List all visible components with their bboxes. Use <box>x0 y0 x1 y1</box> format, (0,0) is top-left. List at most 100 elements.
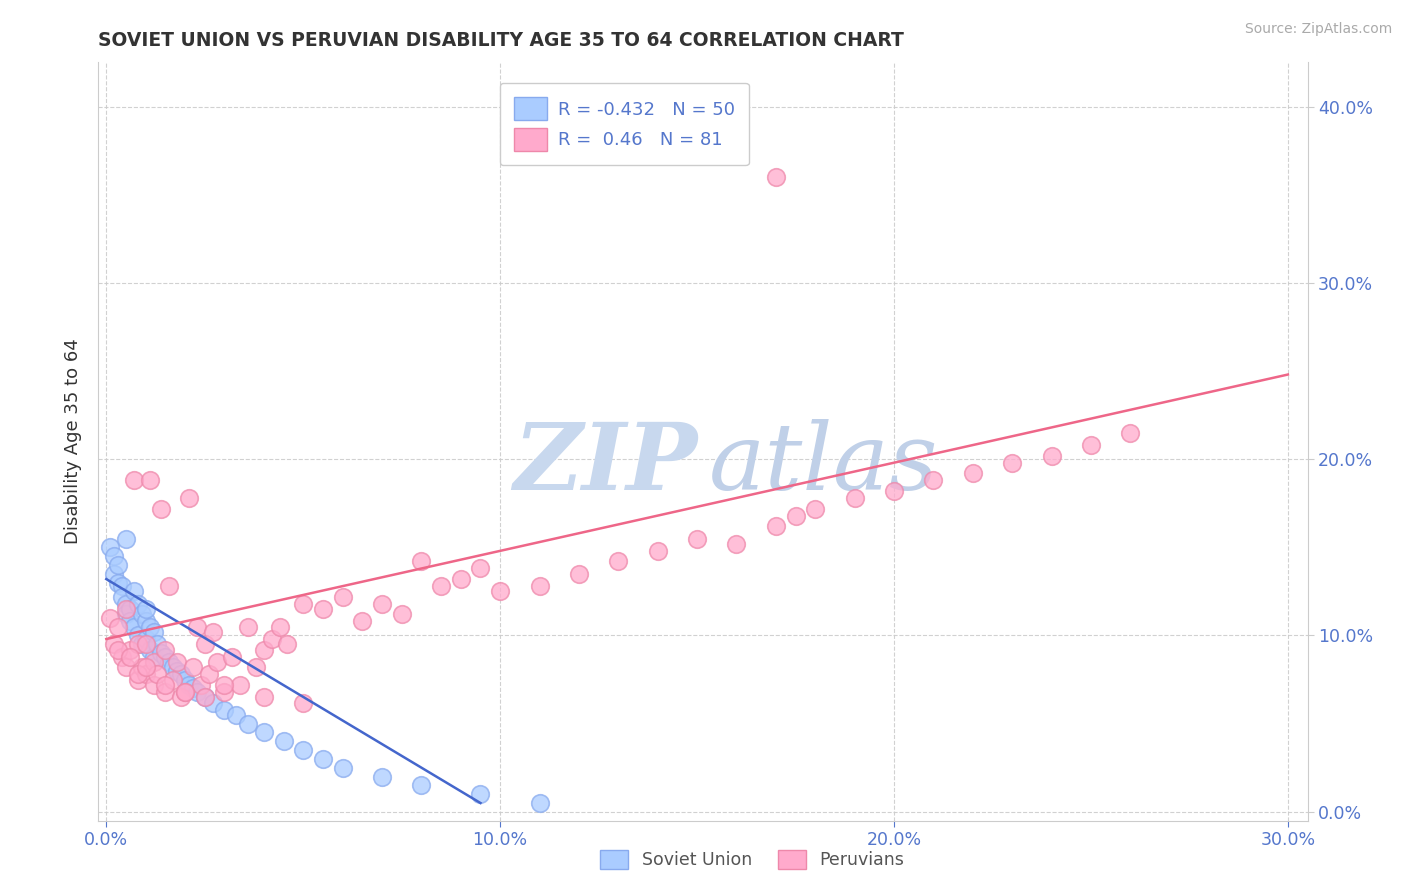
Point <box>155 649 177 664</box>
Point <box>166 655 188 669</box>
Point <box>765 169 787 184</box>
Point <box>804 501 827 516</box>
Point <box>174 685 197 699</box>
Point <box>135 660 157 674</box>
Point <box>1119 425 1142 440</box>
Point <box>122 620 145 634</box>
Point <box>155 685 177 699</box>
Point <box>107 642 129 657</box>
Point <box>122 584 145 599</box>
Point <box>170 667 193 681</box>
Point <box>103 566 125 581</box>
Point <box>111 590 134 604</box>
Point <box>225 707 247 722</box>
Point <box>229 678 252 692</box>
Point <box>371 597 394 611</box>
Point <box>332 761 354 775</box>
Point <box>292 696 315 710</box>
Point <box>352 615 374 629</box>
Point <box>98 611 121 625</box>
Point <box>253 725 276 739</box>
Point <box>162 660 184 674</box>
Point <box>201 696 224 710</box>
Point <box>186 685 208 699</box>
Point <box>138 620 160 634</box>
Point <box>214 678 236 692</box>
Point <box>157 579 180 593</box>
Point <box>98 541 121 555</box>
Point <box>430 579 453 593</box>
Point <box>214 685 236 699</box>
Point <box>197 667 219 681</box>
Point <box>883 483 905 498</box>
Point <box>107 558 129 572</box>
Point <box>292 597 315 611</box>
Point <box>273 734 295 748</box>
Point <box>844 491 866 505</box>
Point <box>568 566 591 581</box>
Point <box>150 646 173 660</box>
Point <box>146 667 169 681</box>
Point <box>686 532 709 546</box>
Point <box>177 678 200 692</box>
Point <box>181 660 204 674</box>
Point <box>138 473 160 487</box>
Point <box>371 770 394 784</box>
Point <box>107 575 129 590</box>
Point <box>194 690 217 705</box>
Point <box>170 690 193 705</box>
Point <box>111 649 134 664</box>
Point <box>127 667 149 681</box>
Text: ZIP: ZIP <box>513 419 697 509</box>
Point <box>150 501 173 516</box>
Point <box>127 628 149 642</box>
Point <box>115 660 138 674</box>
Point <box>236 620 259 634</box>
Point <box>221 649 243 664</box>
Point <box>181 681 204 696</box>
Point <box>922 473 945 487</box>
Point <box>118 615 141 629</box>
Point <box>190 678 212 692</box>
Point <box>131 607 153 622</box>
Point <box>489 584 512 599</box>
Point <box>115 607 138 622</box>
Point <box>115 532 138 546</box>
Point <box>177 491 200 505</box>
Point <box>1080 438 1102 452</box>
Point <box>962 467 984 481</box>
Point <box>135 667 157 681</box>
Point <box>111 579 134 593</box>
Point <box>174 673 197 687</box>
Point <box>276 637 298 651</box>
Point <box>253 690 276 705</box>
Point <box>725 537 748 551</box>
Point <box>450 572 472 586</box>
Point <box>332 590 354 604</box>
Point <box>142 649 165 664</box>
Point <box>194 690 217 705</box>
Point <box>127 637 149 651</box>
Point <box>127 597 149 611</box>
Point <box>194 637 217 651</box>
Point <box>529 796 551 810</box>
Point <box>245 660 267 674</box>
Point <box>107 620 129 634</box>
Point <box>103 549 125 563</box>
Point <box>131 660 153 674</box>
Point <box>260 632 283 646</box>
Point <box>135 615 157 629</box>
Point <box>135 602 157 616</box>
Point <box>115 602 138 616</box>
Point <box>253 642 276 657</box>
Point <box>312 602 335 616</box>
Point <box>142 624 165 639</box>
Point <box>135 637 157 651</box>
Point <box>146 637 169 651</box>
Point <box>312 752 335 766</box>
Point <box>214 702 236 716</box>
Point <box>201 624 224 639</box>
Point <box>269 620 291 634</box>
Point <box>236 716 259 731</box>
Point <box>411 554 433 568</box>
